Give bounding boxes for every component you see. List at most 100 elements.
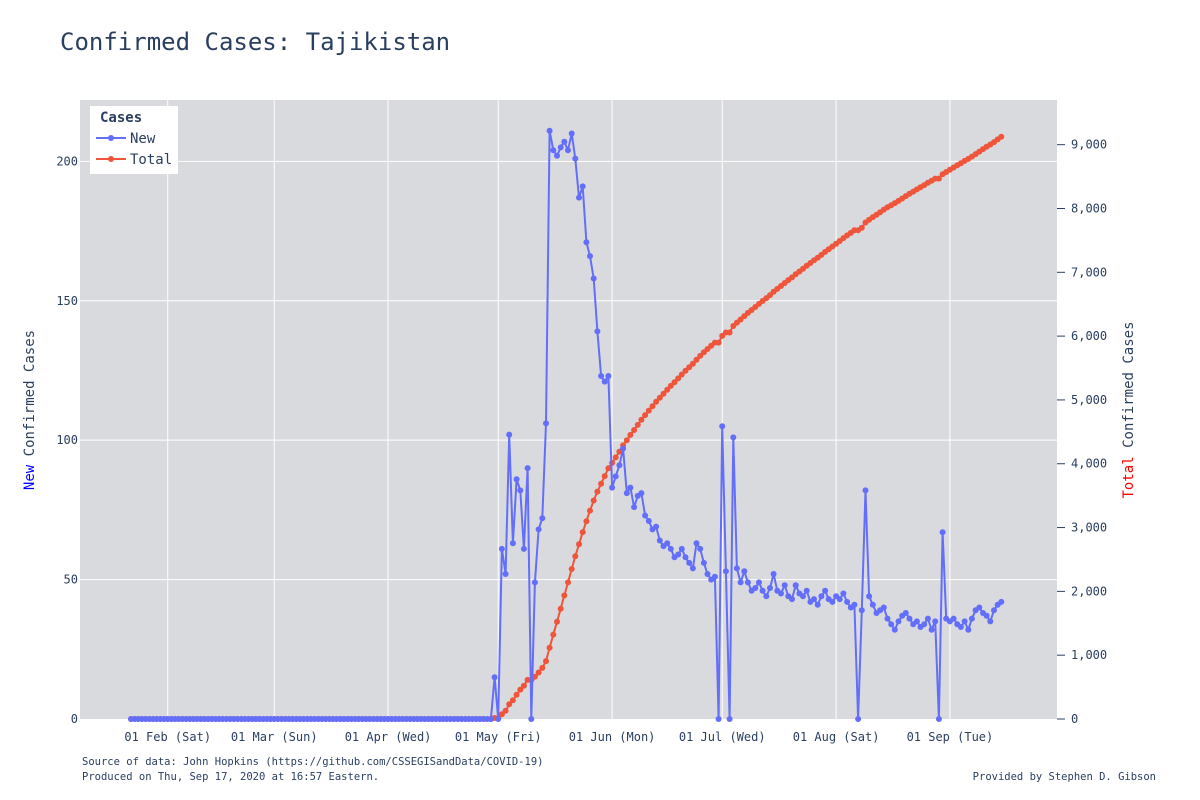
- x-tick-label: 01 Mar (Sun): [231, 730, 318, 744]
- new-point: [789, 596, 795, 603]
- total-point: [645, 407, 652, 414]
- new-point: [531, 579, 538, 586]
- new-point: [998, 598, 1005, 605]
- total-point: [513, 691, 520, 698]
- total-point: [726, 329, 733, 336]
- new-point: [866, 593, 873, 600]
- chart-title: Confirmed Cases: Tajikistan: [60, 28, 450, 56]
- new-point: [759, 587, 766, 594]
- legend-new-marker: [108, 135, 114, 141]
- new-point: [844, 598, 851, 605]
- total-point: [583, 518, 590, 525]
- total-point: [539, 664, 546, 671]
- y-left-tick-label: 200: [56, 154, 78, 168]
- new-point: [579, 183, 586, 190]
- new-point: [928, 626, 935, 633]
- new-point: [543, 420, 549, 427]
- total-point: [623, 437, 630, 444]
- new-point: [667, 545, 674, 552]
- new-point: [546, 127, 553, 134]
- new-point: [561, 138, 568, 145]
- total-point: [568, 566, 575, 572]
- new-point: [770, 571, 777, 577]
- new-point: [689, 565, 696, 572]
- total-point: [576, 541, 582, 548]
- total-point: [638, 416, 645, 423]
- new-point: [935, 716, 942, 722]
- new-point: [888, 621, 895, 628]
- new-point: [968, 615, 975, 622]
- new-point: [631, 504, 638, 511]
- new-point: [950, 615, 957, 622]
- new-point: [763, 593, 770, 600]
- y-left-tick-label: 50: [64, 573, 78, 587]
- total-point: [935, 175, 942, 182]
- new-point: [913, 618, 920, 625]
- total-point: [675, 375, 682, 382]
- new-point: [601, 378, 608, 385]
- new-point: [965, 626, 972, 633]
- x-tick-label: 01 Sep (Tue): [907, 730, 994, 744]
- new-point: [664, 540, 671, 547]
- legend-new-label[interactable]: New: [130, 131, 156, 147]
- new-point: [902, 610, 909, 616]
- new-point: [924, 615, 931, 622]
- y-right-tick-label: 3,000: [1071, 521, 1107, 535]
- y-right-tick-label: 0: [1071, 712, 1078, 726]
- new-point: [730, 434, 737, 441]
- legend: Cases New Total: [90, 106, 178, 174]
- new-point: [605, 373, 612, 379]
- new-point: [752, 585, 759, 591]
- new-point: [756, 579, 762, 586]
- new-point: [814, 601, 821, 608]
- new-point: [976, 604, 983, 611]
- total-point: [660, 390, 667, 397]
- new-point: [862, 487, 869, 494]
- total-point: [664, 386, 671, 393]
- new-point: [855, 716, 862, 722]
- total-point: [520, 682, 527, 689]
- new-point: [700, 559, 707, 566]
- total-point: [594, 488, 601, 495]
- total-point: [557, 605, 564, 612]
- y-left-tick-label: 100: [56, 433, 78, 447]
- new-point: [509, 540, 516, 547]
- new-point: [869, 601, 876, 608]
- footer-source: Source of data: John Hopkins (https://gi…: [82, 756, 543, 768]
- new-point: [678, 545, 685, 552]
- total-point: [858, 224, 865, 231]
- total-point: [554, 618, 560, 625]
- y-left-title-rest: Confirmed Cases: [22, 330, 38, 465]
- y-left-tick-label: 0: [71, 712, 78, 726]
- new-point: [715, 716, 722, 722]
- total-point: [546, 644, 553, 651]
- new-point: [612, 473, 619, 480]
- y-right-title: Total Confirmed Cases: [1121, 321, 1137, 498]
- new-point: [520, 545, 527, 552]
- legend-total-label[interactable]: Total: [130, 152, 172, 168]
- y-right-tick-label: 5,000: [1071, 393, 1107, 407]
- new-point: [583, 239, 590, 246]
- new-point: [627, 484, 634, 491]
- new-point: [803, 587, 810, 594]
- series-new: [128, 127, 1005, 722]
- new-point: [535, 526, 542, 533]
- footer-produced: Produced on Thu, Sep 17, 2020 at 16:57 E…: [82, 771, 379, 783]
- x-tick-label: 01 May (Fri): [455, 730, 542, 744]
- y-right-tick-label: 6,000: [1071, 329, 1107, 343]
- total-point: [678, 371, 685, 378]
- total-point: [502, 707, 509, 714]
- new-point: [653, 523, 660, 530]
- new-point: [675, 551, 682, 558]
- new-point: [502, 571, 509, 577]
- new-point: [704, 571, 711, 577]
- new-point: [620, 445, 627, 452]
- gridlines: [80, 100, 1057, 719]
- total-point: [601, 473, 608, 480]
- total-point: [543, 658, 549, 665]
- y-right-tick-label: 8,000: [1071, 201, 1107, 215]
- total-point: [572, 553, 579, 560]
- new-point: [609, 484, 616, 491]
- new-point: [642, 512, 649, 519]
